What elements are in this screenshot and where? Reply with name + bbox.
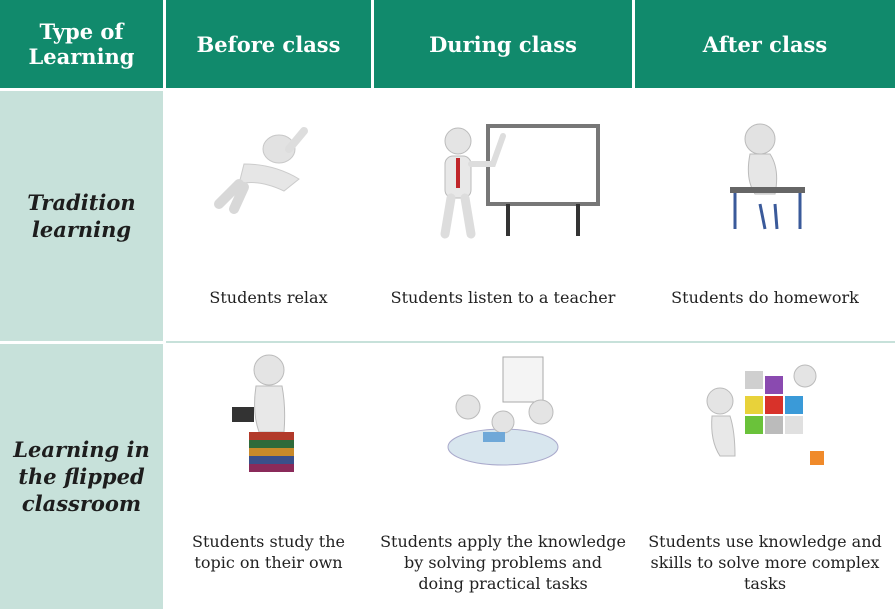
header-cell: After class [635, 0, 895, 88]
header-cell: During class [374, 0, 632, 88]
header-text: After class [702, 31, 828, 57]
header-text: Before class [196, 31, 341, 57]
illustration [440, 124, 600, 239]
row-label-text: Tradition learning [27, 190, 136, 242]
header-text: Type of Learning [28, 19, 135, 69]
caption: Students do homework [671, 288, 859, 307]
illustration [213, 127, 308, 214]
illustration [730, 123, 805, 230]
cell: Students listen to a teacher [374, 91, 632, 341]
cell: Students do homework [635, 91, 895, 341]
illustration [231, 354, 294, 472]
cell: Students apply the knowledge by solving … [374, 344, 632, 609]
caption: Students use knowledge and skills to sol… [648, 532, 882, 593]
caption: Students relax [209, 288, 328, 307]
caption: Students study the topic on their own [192, 532, 345, 572]
caption: Students apply the knowledge by solving … [380, 532, 626, 593]
illustration [706, 364, 824, 465]
illustration [447, 356, 559, 466]
row-divider [166, 341, 895, 343]
cell: Students use knowledge and skills to sol… [635, 344, 895, 609]
header-text: During class [429, 31, 577, 57]
header-cell: Before class [166, 0, 371, 88]
row-label: Tradition learning [0, 91, 163, 341]
header-cell: Type of Learning [0, 0, 163, 88]
row-label: Learning in the flipped classroom [0, 344, 163, 609]
caption: Students listen to a teacher [390, 288, 616, 307]
cell: Students study the topic on their own [166, 344, 371, 609]
cell: Students relax [166, 91, 371, 341]
row-label-text: Learning in the flipped classroom [13, 437, 150, 516]
